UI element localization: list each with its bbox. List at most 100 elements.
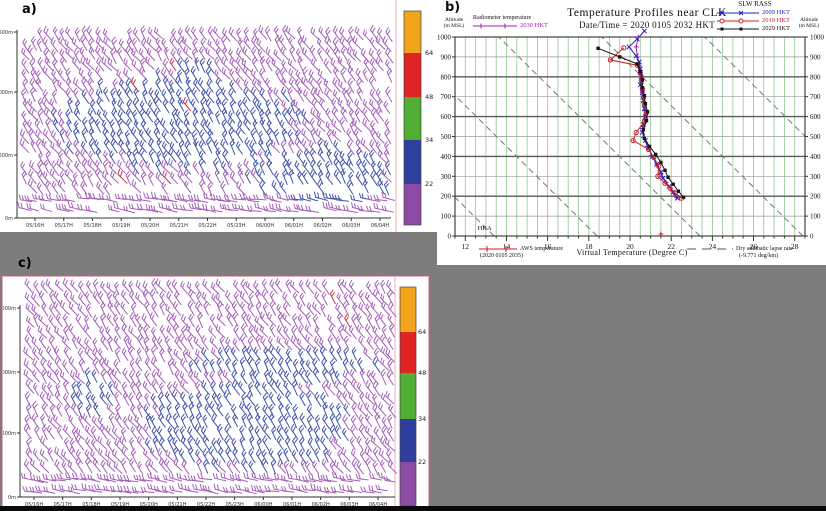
svg-text:05/18H: 05/18H — [83, 223, 101, 229]
rass-2029-line-icon — [717, 27, 759, 31]
temperature-profile-chart: 12 14 16 18 20 22 24 26 28 0 0 100 100 200 200 300 300 40… — [437, 28, 825, 251]
svg-text:900: 900 — [441, 53, 452, 61]
svg-text:700: 700 — [441, 93, 452, 101]
svg-text:48: 48 — [425, 93, 433, 101]
rass-2019-line-icon — [717, 18, 759, 24]
svg-text:06/00H: 06/00H — [254, 502, 272, 506]
x-axis-title: Virtual Temperature (Degree C) — [576, 248, 688, 257]
svg-text:05/17H: 05/17H — [54, 502, 72, 506]
svg-text:400: 400 — [441, 153, 452, 161]
svg-text:06/03H: 06/03H — [340, 502, 358, 506]
aws-legend-line-icon — [479, 246, 517, 252]
radiometer-legend-line-icon — [473, 23, 517, 29]
svg-text:28: 28 — [791, 242, 799, 251]
svg-text:05/17H: 05/17H — [55, 223, 73, 229]
svg-text:06/02H: 06/02H — [313, 223, 331, 229]
svg-text:200: 200 — [810, 193, 821, 201]
rass-legend-item-2029: 2029 HKT — [717, 25, 793, 33]
svg-text:05/22H: 05/22H — [197, 502, 215, 506]
svg-text:64: 64 — [418, 328, 426, 336]
chart-subtitle: Date/Time = 2020 0105 2032 HKT — [579, 20, 715, 30]
svg-text:100: 100 — [810, 213, 821, 221]
svg-text:06/01H: 06/01H — [285, 223, 303, 229]
svg-text:1500m: 1500m — [0, 30, 13, 36]
rass-2009-line-icon — [717, 10, 759, 16]
svg-text:05/23H: 05/23H — [227, 223, 245, 229]
dry-adiabat-line1: Dry adiabatic lapse rate — [736, 245, 793, 252]
svg-text:HKA: HKA — [478, 225, 492, 232]
svg-text:06/04H: 06/04H — [369, 502, 387, 506]
rass-legend: SLW RASS 2009 HKT 2019 HKT — [717, 0, 793, 33]
radiometer-legend: Radiometer temperature 2030 HKT — [473, 15, 548, 30]
svg-text:06/02H: 06/02H — [312, 502, 330, 506]
svg-text:700: 700 — [810, 93, 821, 101]
svg-text:12: 12 — [462, 242, 470, 251]
svg-text:34: 34 — [425, 136, 433, 144]
dry-adiabat-line-icon — [687, 248, 733, 250]
svg-text:05/21H: 05/21H — [168, 502, 186, 506]
panel-c-windbarb: 64 48 34 22 1500m 1000m 500m 0m 05/16H 05/17H 05/1… — [2, 276, 429, 507]
rass-legend-item-2019: 2019 HKT — [717, 17, 793, 25]
svg-text:300: 300 — [810, 173, 821, 181]
svg-text:06/03H: 06/03H — [342, 223, 360, 229]
dry-adiabat-legend: Dry adiabatic lapse rate (-9.771 deg/km) — [687, 245, 793, 260]
panel-b-label: b) — [445, 0, 461, 15]
rass-2029-label: 2029 HKT — [762, 25, 790, 33]
chart-title: Temperature Profiles near CLK — [567, 7, 727, 19]
svg-text:05/16H: 05/16H — [26, 223, 44, 229]
svg-text:1500m: 1500m — [3, 306, 16, 312]
svg-text:800: 800 — [441, 73, 452, 81]
svg-text:1000m: 1000m — [3, 370, 16, 376]
svg-text:05/16H: 05/16H — [25, 502, 43, 506]
svg-text:05/19H: 05/19H — [112, 223, 130, 229]
svg-text:26: 26 — [750, 242, 758, 251]
svg-text:600: 600 — [810, 113, 821, 121]
bottom-border-line — [0, 506, 826, 511]
svg-text:06/00H: 06/00H — [256, 223, 274, 229]
svg-text:1000m: 1000m — [0, 90, 13, 96]
svg-text:64: 64 — [425, 49, 433, 57]
svg-text:05/19H: 05/19H — [111, 502, 129, 506]
panel-a-label: a) — [22, 2, 37, 17]
panel-c-label: c) — [18, 256, 32, 271]
svg-text:05/21H: 05/21H — [170, 223, 188, 229]
svg-text:05/20H: 05/20H — [140, 502, 158, 506]
svg-text:500: 500 — [441, 133, 452, 141]
svg-text:900: 900 — [810, 53, 821, 61]
svg-text:34: 34 — [418, 415, 426, 423]
svg-text:0m: 0m — [8, 495, 16, 501]
dry-adiabat-line2: (-9.771 deg/km) — [739, 253, 778, 259]
svg-text:22: 22 — [425, 180, 433, 188]
left-axis-title: Altitude (m MSL) — [440, 17, 468, 29]
svg-text:05/18H: 05/18H — [82, 502, 100, 506]
radiometer-legend-time: 2030 HKT — [520, 22, 548, 30]
svg-text:1000: 1000 — [437, 34, 452, 42]
svg-text:16: 16 — [544, 242, 552, 251]
aws-legend-line1: AWS temperature — [520, 245, 564, 252]
svg-text:06/04H: 06/04H — [371, 223, 389, 229]
svg-text:20: 20 — [626, 242, 634, 251]
panel-b-temperature-profiles: 12 14 16 18 20 22 24 26 28 0 0 100 100 200 200 300 300 40… — [437, 0, 826, 265]
svg-text:22: 22 — [667, 242, 675, 251]
svg-text:0: 0 — [810, 233, 814, 241]
rass-2019-label: 2019 HKT — [762, 17, 790, 25]
aws-legend: AWS temperature (2020 0105 2035) — [479, 245, 563, 260]
svg-text:600: 600 — [441, 113, 452, 121]
left-axis-title-line2: (m MSL) — [443, 23, 465, 30]
radiometer-legend-title: Radiometer temperature — [473, 15, 532, 21]
right-axis-title: Altitude (m MSL) — [795, 17, 823, 29]
svg-text:14: 14 — [503, 242, 511, 251]
rass-2009-label: 2009 HKT — [762, 9, 790, 17]
rass-legend-title: SLW RASS — [738, 0, 772, 8]
svg-text:300: 300 — [441, 173, 452, 181]
svg-text:500m: 500m — [3, 431, 16, 437]
svg-text:100: 100 — [441, 213, 452, 221]
svg-text:500m: 500m — [0, 153, 13, 159]
right-axis-title-line1: Altitude — [799, 17, 819, 23]
svg-text:24: 24 — [709, 242, 717, 251]
svg-text:0m: 0m — [5, 216, 13, 222]
right-axis-title-line2: (m MSL) — [798, 23, 820, 30]
svg-text:48: 48 — [418, 369, 426, 377]
svg-text:22: 22 — [418, 458, 426, 466]
